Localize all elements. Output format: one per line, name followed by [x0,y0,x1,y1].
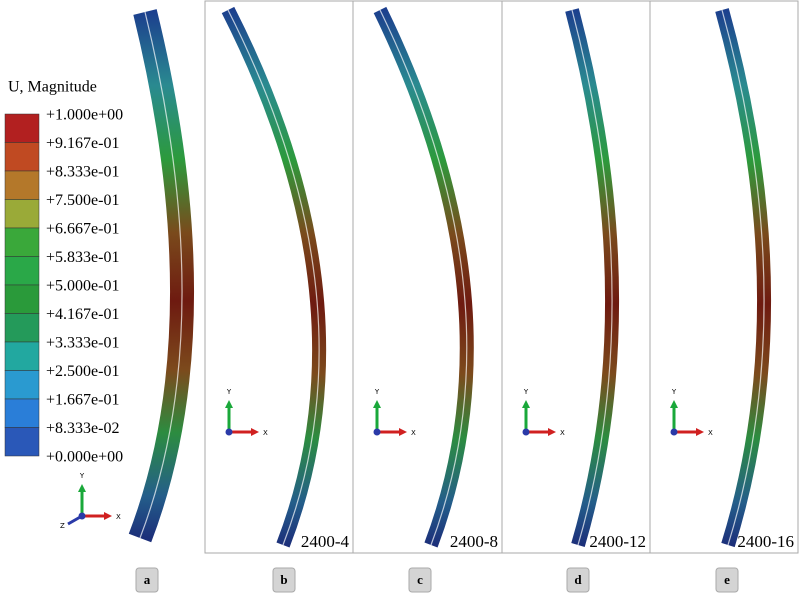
beam-slot [721,9,765,546]
triad-y-label: Y [671,388,677,396]
triad-z [67,514,83,526]
panel-letter: d [574,572,582,587]
beam-slot [139,11,183,539]
legend-band [4,142,40,172]
legend-band [4,313,40,343]
legend-label: +8.333e-01 [46,164,119,181]
triad-y-label: Y [374,388,380,396]
panel-letter-box [408,567,432,593]
legend-band [4,256,40,286]
triad-y-head [522,400,530,408]
beam-slot [379,9,468,546]
panel-letter-box [272,567,296,593]
triad-origin [373,428,381,436]
panel-letter: e [724,572,730,587]
triad-z-label: Z [60,522,65,530]
triad-x-head [104,512,112,520]
legend-band [4,398,40,428]
legend-label: +8.333e-02 [46,420,119,437]
panel-frame [352,0,503,554]
triad-x-label: X [116,513,121,521]
legend-band [4,370,40,400]
legend-band [4,199,40,229]
legend-label: +1.667e-01 [46,392,119,409]
panel-letter: a [144,572,151,587]
triad-origin [225,428,233,436]
legend-band [4,427,40,457]
legend-label: +0.000e+00 [46,449,123,466]
triad-x-head [696,428,704,436]
specimen-label: 2400-8 [450,532,498,551]
triad-y-head [373,400,381,408]
triad-origin [670,428,678,436]
legend-band [4,170,40,200]
specimen-label: 2400-4 [301,532,350,551]
panel-frame [204,0,354,554]
triad-y-head [225,400,233,408]
legend-label: +5.000e-01 [46,278,119,295]
legend-label: +1.000e+00 [46,107,123,124]
legend-label: +4.167e-01 [46,306,119,323]
triad-x-label: X [411,429,416,437]
legend-band [4,227,40,257]
beam [715,8,771,548]
legend-band [4,113,40,143]
legend-label: +6.667e-01 [46,221,119,238]
panel-frame [501,0,651,554]
beam [221,6,327,548]
triad-x-head [548,428,556,436]
triad-y-head [78,484,86,492]
triad-x-label: X [708,429,713,437]
legend-label: +2.500e-01 [46,363,119,380]
beam-slot [227,9,320,546]
triad-x-label: X [560,429,565,437]
triad-y-label: Y [79,472,85,480]
legend-label: +5.833e-01 [46,249,119,266]
triad-y-head [670,400,678,408]
specimen-label: 2400-16 [737,532,794,551]
legend-label: +3.333e-01 [46,335,119,352]
panel-letter: c [417,572,423,587]
triad-y-label: Y [523,388,529,396]
legend-label: +7.500e-01 [46,192,119,209]
beam [373,6,474,548]
triad-origin [522,428,530,436]
triad-y-label: Y [226,388,232,396]
triad-x-head [399,428,407,436]
beam-slot [571,9,613,546]
panel-frame [649,0,799,554]
specimen-label: 2400-12 [589,532,646,551]
legend-band [4,284,40,314]
panel-letter: b [280,572,287,587]
beam [565,8,619,547]
legend-title: U, Magnitude [8,79,97,96]
triad-x-label: X [263,429,268,437]
panel-letter-box [135,567,159,593]
legend-label: +9.167e-01 [46,135,119,152]
panel-letter-box [715,567,739,593]
panel-letter-box [566,567,590,593]
beam [128,9,194,543]
triad-x-head [251,428,259,436]
legend-band [4,341,40,371]
